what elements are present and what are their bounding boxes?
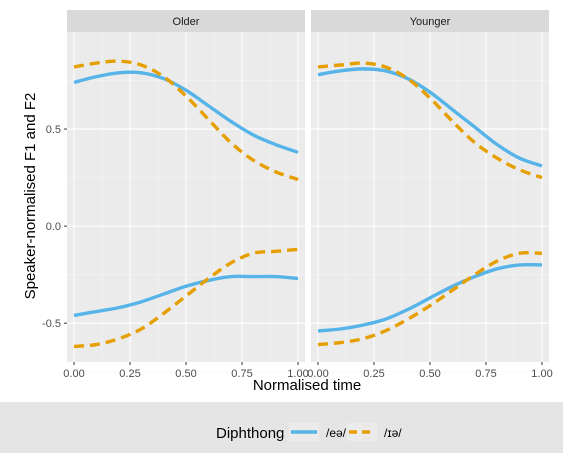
series-line-f2-ia — [73, 59, 299, 182]
series-line-f1-ea — [317, 262, 543, 333]
x-tick-label: 0.00 — [63, 368, 84, 380]
legend: Diphthong /eə/ /ɪə/ — [216, 423, 402, 442]
legend-label-ea: /eə/ — [326, 426, 347, 440]
x-tick-label: 0.50 — [175, 368, 196, 380]
x-axis-label: Normalised time — [253, 377, 361, 394]
x-tick-label: 1.00 — [287, 368, 308, 380]
x-tick-label: 0.50 — [419, 368, 440, 380]
series-line-f1-ia — [73, 247, 299, 349]
x-tick-label: 0.75 — [231, 368, 252, 380]
facet-title: Younger — [410, 16, 451, 28]
x-tick-label: 0.25 — [363, 368, 384, 380]
y-tick-label: -0.5 — [42, 318, 61, 330]
facet-strip — [67, 10, 305, 32]
x-tick-label: 0.00 — [307, 368, 328, 380]
x-tick-label: 1.00 — [531, 368, 552, 380]
series-line-f2-ea — [317, 67, 543, 168]
facet-panels: Older 0.00 0.25 0.50 0.75 1.00 -0.5 0.0 0.5 Young… — [42, 10, 553, 380]
y-axis-label: Speaker-normalised F1 and F2 — [22, 93, 39, 300]
facet-title: Older — [173, 16, 200, 28]
y-tick-label: 0.5 — [46, 124, 61, 136]
y-tick-label: 0.0 — [46, 221, 61, 233]
x-tick-label: 0.25 — [119, 368, 140, 380]
series-line-f2-ia — [317, 61, 543, 180]
facet-panel-younger: Younger 0.00 0.25 0.50 0.75 1.00 — [307, 10, 553, 380]
legend-label-ia: /ɪə/ — [384, 426, 402, 440]
facet-panel-older: Older 0.00 0.25 0.50 0.75 1.00 -0.5 0.0 0.5 — [42, 10, 309, 380]
series-line-f1-ea — [73, 274, 299, 318]
x-tick-label: 0.75 — [475, 368, 496, 380]
legend-keys — [289, 423, 377, 441]
legend-title: Diphthong — [216, 425, 284, 442]
facet-strip — [311, 10, 549, 32]
series-line-f2-ea — [73, 70, 299, 154]
series-line-f1-ia — [317, 251, 543, 347]
